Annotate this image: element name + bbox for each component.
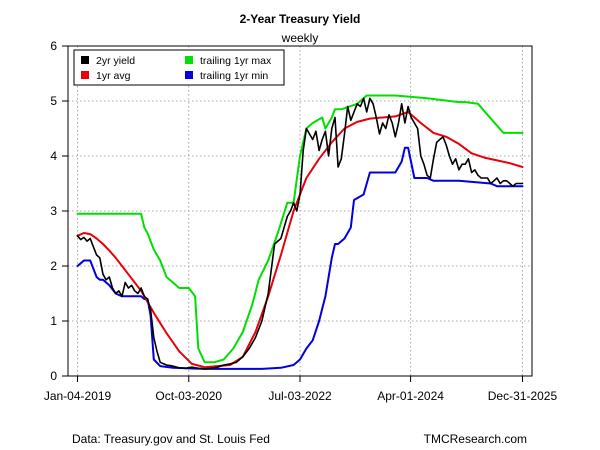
x-axis: Jan-04-2019 Oct-03-2020 Jul-03-2022 Apr-01-…: [44, 376, 558, 403]
x-tick-label-3: Apr-01-2024: [377, 389, 444, 403]
legend: 2yr yield 1yr avg trailing 1yr max trail…: [73, 49, 285, 86]
y-axis: 0 1 2 3 4 5 6: [50, 39, 68, 383]
y-tick-label-6: 6: [50, 39, 57, 53]
y-tick-label-5: 5: [50, 94, 57, 108]
chart-title: 2-Year Treasury Yield: [240, 12, 361, 26]
x-tick-label-4: Dec-31-2025: [488, 389, 558, 403]
x-tick-label-2: Jul-03-2022: [268, 389, 332, 403]
legend-label-2yr-yield: 2yr yield: [96, 55, 135, 67]
footer-credit: TMCResearch.com: [424, 432, 527, 446]
x-tick-label-1: Oct-03-2020: [155, 389, 222, 403]
legend-label-trailing-min: trailing 1yr min: [200, 70, 268, 82]
grid: [68, 45, 532, 377]
legend-swatch-1yr-avg: [81, 71, 89, 79]
chart-subtitle: weekly: [281, 31, 319, 45]
legend-label-1yr-avg: 1yr avg: [96, 70, 131, 82]
y-tick-label-1: 1: [50, 314, 57, 328]
series-line-trailing-1yr-max: [76, 94, 524, 364]
series-group: [76, 94, 524, 370]
series-line-trailing-1yr-min: [76, 146, 524, 370]
y-tick-label-0: 0: [50, 369, 57, 383]
legend-swatch-2yr-yield: [81, 56, 89, 64]
series-line-2yr-yield: [76, 97, 524, 370]
legend-swatch-trailing-max: [185, 56, 193, 64]
y-tick-label-2: 2: [50, 259, 57, 273]
y-tick-label-3: 3: [50, 204, 57, 218]
footer-source: Data: Treasury.gov and St. Louis Fed: [72, 432, 270, 446]
y-tick-label-4: 4: [50, 149, 57, 163]
x-tick-label-0: Jan-04-2019: [44, 389, 112, 403]
legend-label-trailing-max: trailing 1yr max: [200, 55, 272, 67]
legend-box: [73, 49, 285, 86]
legend-swatch-trailing-min: [185, 71, 193, 79]
